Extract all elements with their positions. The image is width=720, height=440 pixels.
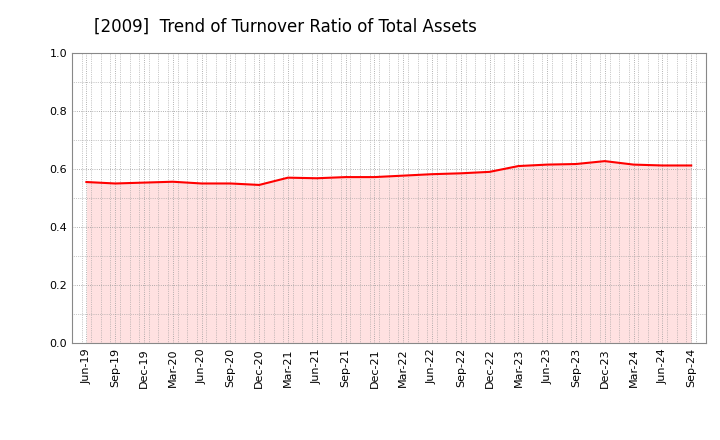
Text: [2009]  Trend of Turnover Ratio of Total Assets: [2009] Trend of Turnover Ratio of Total … — [94, 18, 477, 36]
